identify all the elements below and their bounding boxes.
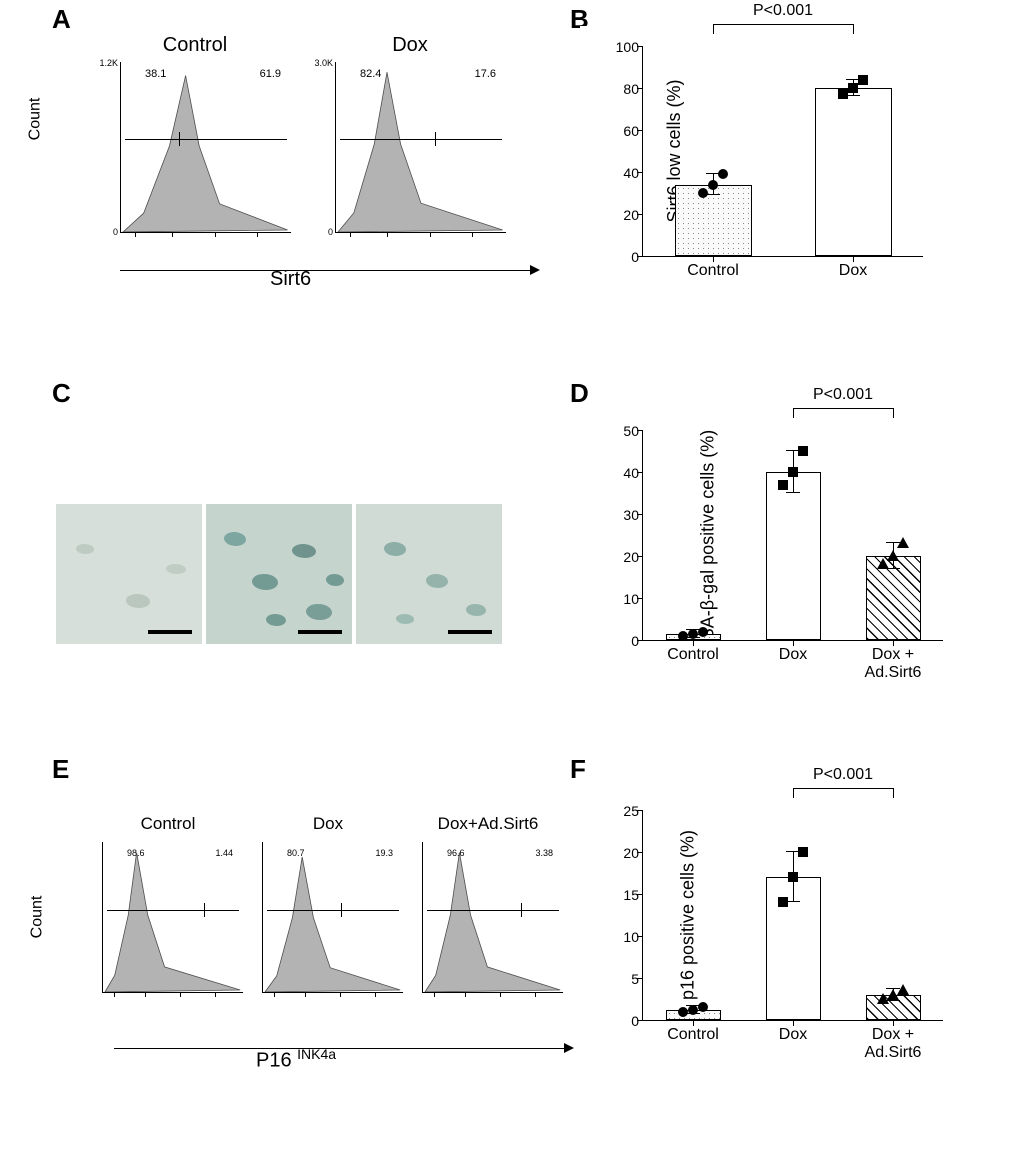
histogram-title: Control: [100, 34, 290, 57]
data-point: [688, 1005, 698, 1015]
histogram-axes: 98.6 1.44: [102, 842, 243, 993]
x-axis-label-text: P16: [256, 1050, 292, 1072]
x-axis-label-p16: P16 INK4a: [256, 1046, 336, 1073]
data-point: [678, 1007, 688, 1017]
x-tick-label: Dox: [790, 262, 916, 280]
histogram-title: Dox: [254, 814, 402, 834]
micrograph: Control: [56, 504, 202, 644]
panel-f: p16 positive cells (%)0510152025ControlD…: [580, 790, 980, 1110]
bar-plot: p16 positive cells (%)0510152025ControlD…: [642, 810, 943, 1021]
data-point: [798, 446, 808, 456]
panel-label-f: F: [570, 754, 586, 785]
data-point: [788, 467, 798, 477]
bar: [766, 472, 821, 640]
x-tick-label: Control: [648, 646, 738, 664]
scale-bar: [448, 630, 492, 634]
x-tick-label: Control: [650, 262, 776, 280]
data-point: [887, 550, 899, 561]
data-point: [678, 631, 688, 641]
x-tick-label: Control: [648, 1026, 738, 1044]
x-tick-label: Dox: [748, 1026, 838, 1044]
data-point: [897, 537, 909, 548]
histogram-axes: 96.6 3.38: [422, 842, 563, 993]
significance-label: P<0.001: [813, 766, 873, 784]
x-axis-arrow: [120, 258, 540, 276]
y-axis-label: SA-β-gal positive cells (%): [698, 430, 719, 640]
data-point: [708, 180, 718, 190]
histogram-title: Dox: [315, 34, 505, 57]
significance-label: P<0.001: [753, 2, 813, 20]
micrograph: Dox: [206, 504, 352, 644]
data-point: [838, 89, 848, 99]
histogram-title: Dox+Ad.Sirt6: [414, 814, 562, 834]
panel-c: ControlDoxDox+ Ad.Sirt6: [56, 470, 506, 660]
panel-label-c: C: [52, 378, 71, 409]
significance-label: P<0.001: [813, 386, 873, 404]
data-point: [698, 627, 708, 637]
histogram: Dox 80.7 19.3: [254, 842, 402, 1012]
data-point: [718, 169, 728, 179]
bar-plot: Sirt6 low cells (%)020406080100ControlDo…: [642, 46, 923, 257]
data-point: [897, 984, 909, 995]
axis-label-count: Count: [28, 896, 46, 939]
data-point: [688, 629, 698, 639]
data-point: [858, 75, 868, 85]
micrograph: Dox+ Ad.Sirt6: [356, 504, 502, 644]
axis-label-count: Count: [26, 98, 44, 141]
bar-plot: SA-β-gal positive cells (%)01020304050Co…: [642, 430, 943, 641]
panel-e: Count Control 98.6 1.44 Dox 80.7 19.3 Do…: [60, 810, 560, 1070]
scale-bar: [298, 630, 342, 634]
histogram: Dox+Ad.Sirt6 96.6 3.38: [414, 842, 562, 1012]
y-axis-label: p16 positive cells (%): [678, 830, 699, 1000]
histogram: Control 98.6 1.44: [94, 842, 242, 1012]
x-tick-label: Dox: [748, 646, 838, 664]
histogram-title: Control: [94, 814, 242, 834]
histogram-axes: 38.1 61.9 1.2K0: [120, 62, 291, 233]
data-point: [778, 897, 788, 907]
data-point: [778, 480, 788, 490]
panel-a: Count Control 38.1 61.9 1.2K0 Dox 82.4 1…: [60, 40, 500, 330]
histogram-control: Control 38.1 61.9 1.2K0: [100, 62, 290, 232]
panel-label-d: D: [570, 378, 589, 409]
x-axis-label-sirt6: Sirt6: [270, 268, 311, 291]
bar: [815, 88, 892, 256]
data-point: [798, 847, 808, 857]
figure: A B C D E F Count Control 38.1 61.9 1.2K…: [0, 0, 1020, 1151]
histogram-row: Control 98.6 1.44 Dox 80.7 19.3 Dox+Ad.S…: [94, 842, 574, 1012]
histogram-axes: 82.4 17.6 3.0K0: [335, 62, 506, 233]
data-point: [788, 872, 798, 882]
data-point: [848, 83, 858, 93]
panel-b: Sirt6 low cells (%)020406080100ControlDo…: [580, 26, 980, 326]
scale-bar: [148, 630, 192, 634]
x-tick-label: Dox +Ad.Sirt6: [848, 1026, 938, 1063]
panel-label-a: A: [52, 4, 71, 35]
histogram-dox: Dox 82.4 17.6 3.0K0: [315, 62, 505, 232]
data-point: [698, 188, 708, 198]
panel-label-e: E: [52, 754, 69, 785]
panel-d: SA-β-gal positive cells (%)01020304050Co…: [580, 410, 980, 720]
histogram-axes: 80.7 19.3: [262, 842, 403, 993]
x-tick-label: Dox +Ad.Sirt6: [848, 646, 938, 683]
bar: [675, 185, 752, 256]
x-axis-arrow: [114, 1036, 574, 1054]
x-axis-label-sup: INK4a: [297, 1046, 336, 1062]
